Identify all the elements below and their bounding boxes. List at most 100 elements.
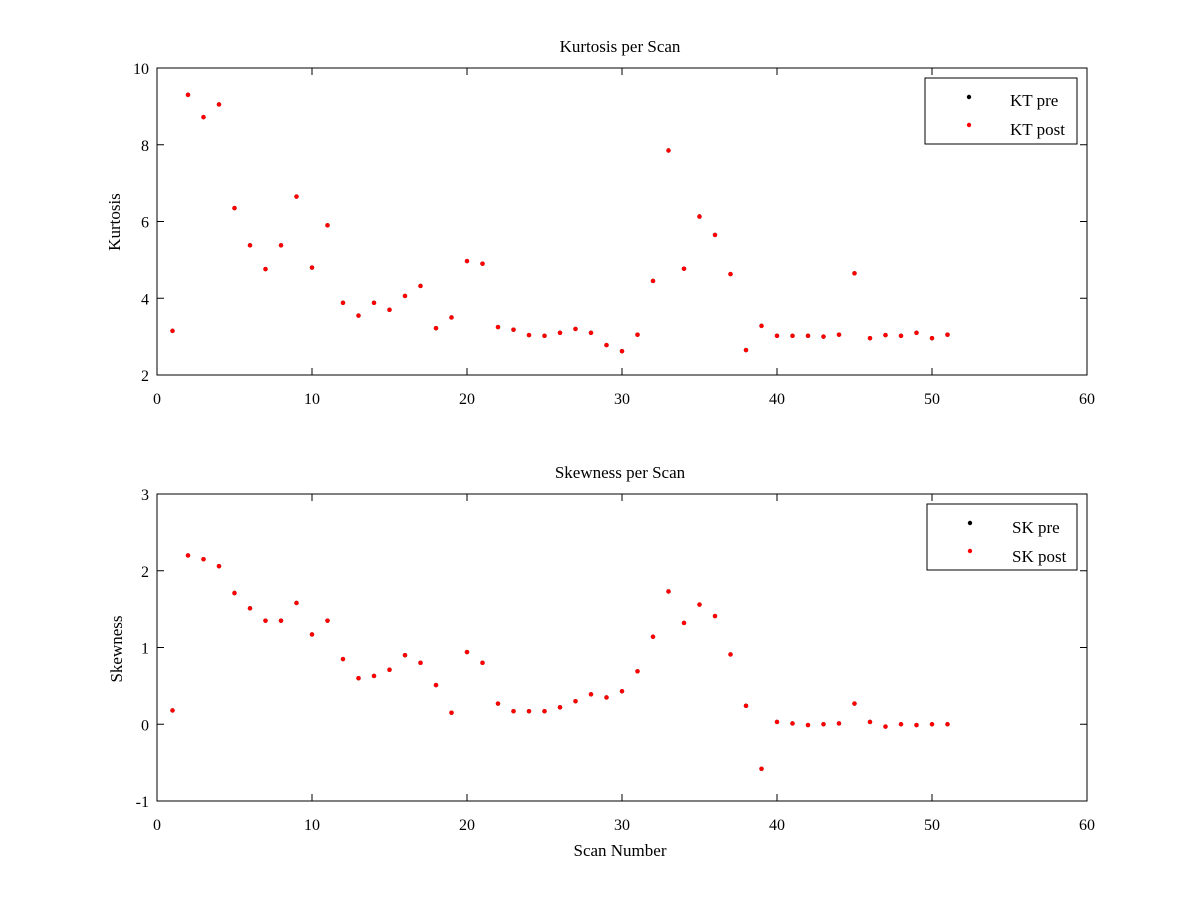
skewness-post-point — [309, 632, 315, 637]
kurtosis-xtick-label: 0 — [153, 391, 161, 408]
kurtosis-post-point — [418, 283, 423, 289]
skewness-post-point — [728, 652, 733, 657]
skewness-post-point — [495, 701, 501, 706]
kurtosis-post-point — [309, 265, 315, 270]
kurtosis-post-point — [340, 300, 346, 306]
skewness-legend-marker-post — [967, 548, 973, 554]
kurtosis-post-point — [356, 313, 361, 318]
skewness-post-point — [573, 699, 578, 704]
skewness-xtick-label: 50 — [924, 817, 940, 834]
skewness-post-point — [852, 701, 857, 706]
kurtosis-post-point — [914, 330, 919, 335]
skewness-ytick-label: -1 — [136, 794, 149, 811]
skewness-post-point — [821, 722, 826, 727]
kurtosis-post-point — [278, 243, 284, 248]
skewness-post-point — [898, 722, 904, 727]
skewness-axes-frame — [156, 493, 1088, 802]
kurtosis-legend-box — [924, 77, 1078, 145]
kurtosis-ytick-label: 4 — [141, 291, 149, 308]
kurtosis-ytick-label: 6 — [141, 215, 149, 232]
kurtosis-post-point — [588, 330, 594, 335]
kurtosis-post-point — [480, 261, 485, 266]
skewness-post-point — [278, 618, 284, 623]
skewness-post-point — [604, 695, 609, 700]
skewness-post-point — [371, 673, 377, 679]
kurtosis-post-point — [185, 92, 191, 98]
skewness-post-point — [542, 709, 547, 714]
kurtosis-post-point — [635, 332, 640, 337]
kurtosis-post-point — [557, 330, 563, 335]
kurtosis-post-point — [805, 333, 811, 339]
skewness-post-point — [759, 766, 764, 771]
skewness-xtick-label: 60 — [1079, 817, 1095, 834]
skewness-ytick-label: 0 — [141, 717, 149, 734]
kurtosis-plot-area: 0 10 20 30 40 50 60 2 4 6 8 10 — [133, 61, 1095, 408]
skewness-post-point — [681, 620, 687, 626]
kurtosis-xtick-label: 40 — [769, 391, 785, 408]
skewness-post-point — [340, 656, 346, 662]
kurtosis-post-point — [743, 347, 749, 353]
kurtosis-post-point — [263, 266, 268, 272]
skewness-post-point — [356, 676, 361, 681]
kurtosis-post-point — [402, 293, 408, 299]
skewness-ytick-label: 1 — [141, 641, 149, 658]
skewness-post-point — [635, 669, 640, 674]
kurtosis-ylabel: Kurtosis — [105, 193, 124, 251]
skewness-post-point — [697, 602, 702, 607]
kurtosis-post-point — [371, 300, 377, 306]
skewness-post-point — [712, 613, 718, 619]
kurtosis-post-point — [821, 334, 826, 339]
kurtosis-post-point — [294, 194, 299, 199]
skewness-xtick-label: 40 — [769, 817, 785, 834]
kurtosis-post-point — [511, 327, 516, 332]
skewness-xlabel: Scan Number — [573, 841, 666, 860]
skewness-legend-label-pre: SK pre — [1012, 518, 1060, 537]
kurtosis-post-point — [387, 307, 392, 312]
skewness-post-point — [650, 634, 656, 639]
skewness-post-point — [294, 600, 299, 606]
kurtosis-post-point — [433, 325, 439, 331]
skewness-post-point — [325, 618, 330, 623]
skewness-post-point — [588, 692, 594, 697]
skewness-post-point — [743, 703, 749, 709]
kurtosis-post-point — [464, 258, 470, 264]
kurtosis-post-point — [883, 332, 888, 338]
kurtosis-post-point — [712, 232, 718, 238]
kurtosis-post-point — [898, 333, 904, 339]
kurtosis-ytick-label: 8 — [141, 138, 149, 155]
kurtosis-legend-label-pre: KT pre — [1010, 91, 1058, 110]
kurtosis-post-point — [201, 114, 206, 120]
skewness-post-point — [774, 719, 780, 725]
skewness-ylabel: Skewness — [107, 615, 126, 682]
kurtosis-xtick-label: 10 — [304, 391, 320, 408]
kurtosis-post-point — [929, 335, 935, 341]
kurtosis-post-point — [170, 328, 175, 334]
kurtosis-post-point — [216, 102, 222, 107]
skewness-post-point — [464, 649, 470, 655]
kurtosis-axes-frame — [156, 67, 1088, 376]
skewness-title: Skewness per Scan — [555, 463, 686, 482]
skewness-post-point — [619, 689, 625, 694]
kurtosis-post-point — [247, 243, 253, 248]
skewness-post-point — [170, 708, 175, 713]
skewness-post-point — [433, 682, 439, 688]
skewness-post-point — [945, 722, 950, 727]
kurtosis-post-point — [867, 335, 873, 341]
kurtosis-post-point — [650, 278, 656, 284]
kurtosis-xtick-label: 50 — [924, 391, 940, 408]
skewness-post-point — [805, 722, 811, 728]
skewness-legend-label-post: SK post — [1012, 547, 1067, 566]
kurtosis-post-point — [449, 315, 454, 320]
skewness-post-point — [480, 660, 485, 666]
skewness-post-point — [418, 660, 423, 666]
skewness-subplot: Skewness per Scan Skewness Scan Number 0… — [107, 463, 1095, 860]
kurtosis-post-point — [681, 266, 687, 271]
kurtosis-post-point — [728, 271, 733, 277]
kurtosis-post-point — [836, 332, 842, 337]
skewness-post-point — [790, 721, 795, 726]
kurtosis-post-point — [495, 324, 501, 330]
kurtosis-xtick-label: 20 — [459, 391, 475, 408]
kurtosis-legend-marker-pre — [966, 94, 972, 100]
kurtosis-post-point — [573, 326, 578, 332]
kurtosis-legend-label-post: KT post — [1010, 120, 1065, 139]
